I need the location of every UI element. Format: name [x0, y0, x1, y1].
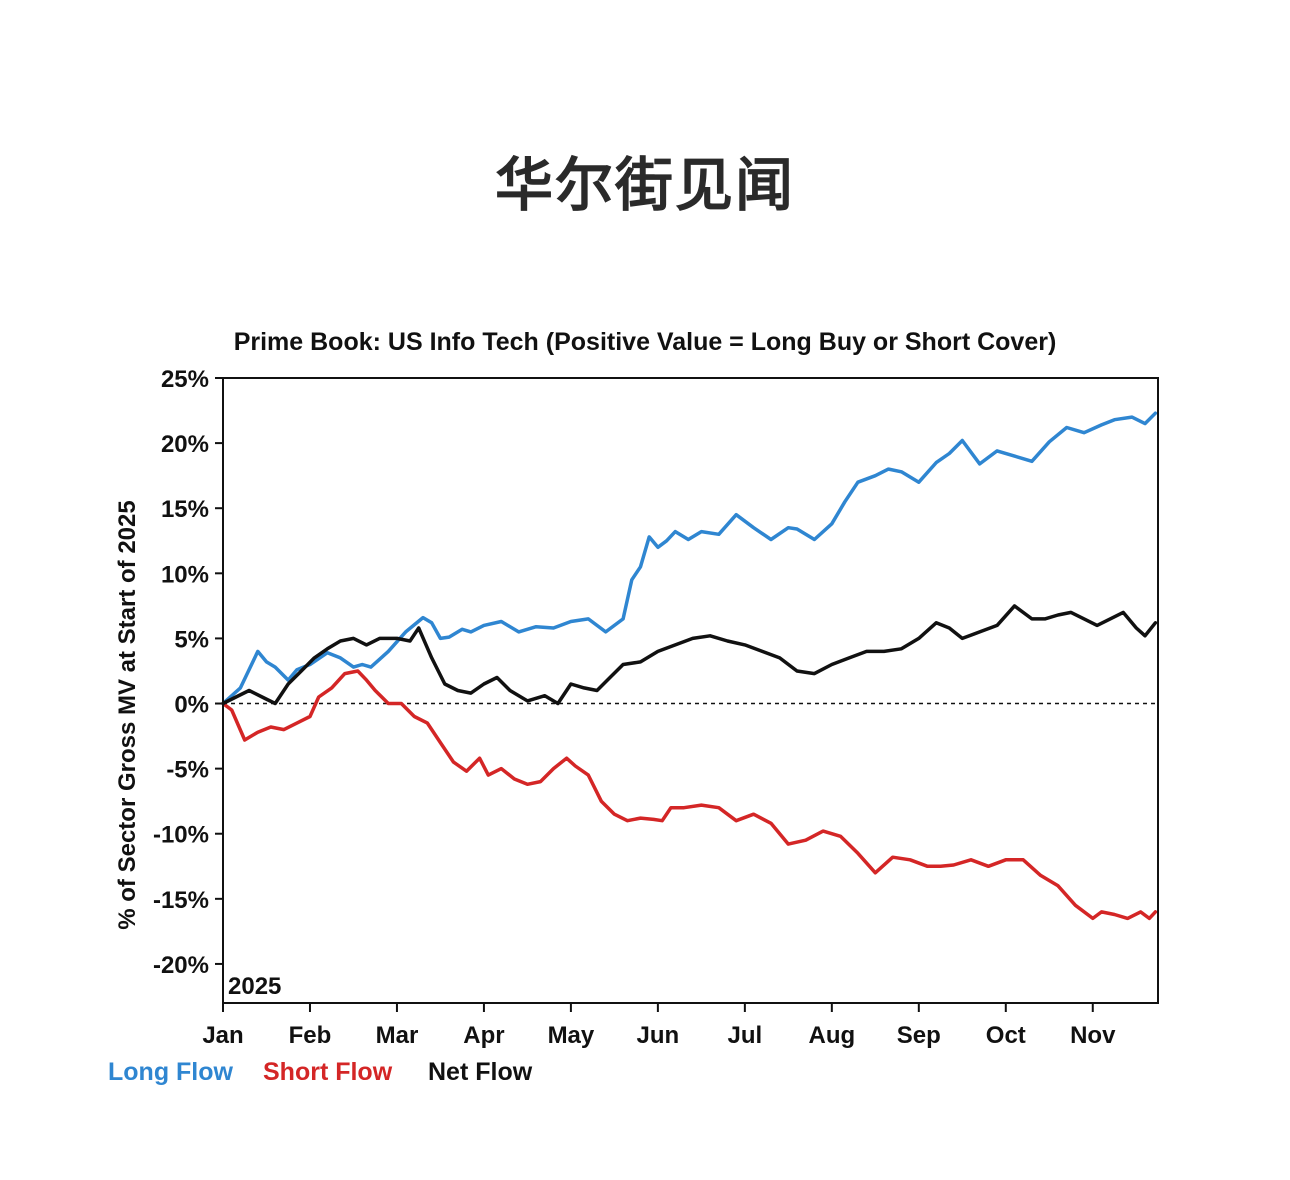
x-tick-label: Oct — [986, 1022, 1026, 1049]
year-label: 2025 — [228, 973, 281, 1000]
plot-frame — [222, 377, 1159, 1004]
y-tick-label: 25% — [161, 366, 209, 393]
x-tick-label: Jul — [728, 1022, 763, 1049]
y-tick-label: 15% — [161, 496, 209, 523]
x-tick-label: Nov — [1070, 1022, 1116, 1049]
series-line-short-flow — [221, 669, 1158, 921]
chart-title: Prime Book: US Info Tech (Positive Value… — [234, 328, 1057, 356]
y-axis-label: % of Sector Gross MV at Start of 2025 — [114, 500, 141, 929]
y-tick-label: -20% — [153, 952, 209, 979]
site-logo-text: 华尔街见闻 — [494, 151, 795, 219]
y-tick-label: 10% — [161, 561, 209, 588]
y-tick-label: 20% — [161, 431, 209, 458]
y-tick-label: -10% — [153, 822, 209, 849]
x-tick-label: Sep — [897, 1022, 941, 1049]
series-line-net-flow — [221, 604, 1158, 706]
legend-item: Net Flow — [428, 1058, 533, 1086]
x-tick-label: Apr — [463, 1022, 504, 1049]
legend-item: Short Flow — [263, 1058, 393, 1086]
legend: Long Flow Short Flow Net Flow — [108, 1058, 533, 1086]
y-tick-label: 0% — [174, 692, 209, 719]
x-tick-label: Jan — [202, 1022, 243, 1049]
x-tick-label: Mar — [376, 1022, 419, 1049]
x-tick-label: May — [548, 1022, 595, 1049]
y-tick-label: -5% — [166, 757, 209, 784]
x-tick-label: Feb — [289, 1022, 332, 1049]
y-tick-label: 5% — [174, 626, 209, 653]
legend-item: Long Flow — [108, 1058, 234, 1086]
x-tick-label: Jun — [637, 1022, 680, 1049]
series-line-long-flow — [221, 411, 1158, 706]
y-tick-label: -15% — [153, 887, 209, 914]
x-tick-label: Aug — [809, 1022, 856, 1049]
